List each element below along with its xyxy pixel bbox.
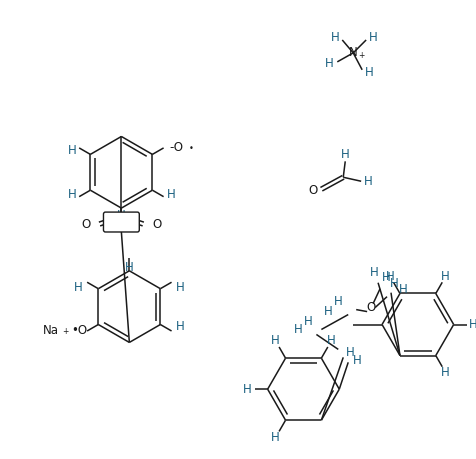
Text: H: H	[271, 335, 279, 347]
Text: H: H	[363, 175, 372, 188]
Text: H: H	[323, 305, 332, 318]
Text: H: H	[468, 318, 476, 331]
Text: H: H	[333, 295, 342, 308]
Text: H: H	[369, 266, 377, 279]
Text: H: H	[117, 208, 126, 222]
Text: O: O	[81, 218, 90, 230]
Text: H: H	[398, 283, 407, 296]
Text: H: H	[176, 319, 185, 332]
Text: -O: -O	[169, 141, 183, 154]
Text: H: H	[330, 32, 339, 45]
Text: H: H	[440, 366, 449, 379]
Text: H: H	[74, 281, 82, 294]
Text: H: H	[303, 315, 312, 328]
Text: •O: •O	[71, 325, 87, 337]
Text: H: H	[176, 281, 185, 294]
Text: H: H	[324, 57, 333, 70]
Text: •: •	[188, 144, 193, 153]
Text: H: H	[294, 323, 302, 336]
Text: H: H	[271, 431, 279, 444]
Text: H: H	[68, 144, 76, 157]
Text: H: H	[243, 383, 252, 396]
Text: H: H	[389, 277, 397, 290]
Text: H: H	[125, 261, 133, 274]
Text: H: H	[368, 32, 377, 45]
Text: Na: Na	[43, 325, 59, 337]
FancyBboxPatch shape	[103, 212, 139, 232]
Text: H: H	[352, 354, 361, 367]
Text: H: H	[340, 148, 349, 161]
Text: H: H	[364, 66, 373, 79]
Text: O: O	[152, 218, 161, 230]
Text: H: H	[381, 271, 389, 284]
Text: H: H	[326, 335, 335, 347]
Text: Abs: Abs	[111, 217, 131, 227]
Text: H: H	[68, 188, 76, 201]
Text: O: O	[308, 184, 317, 197]
Text: O: O	[366, 301, 375, 314]
Text: H: H	[440, 270, 449, 283]
Text: N: N	[348, 46, 357, 59]
Text: H: H	[385, 270, 394, 283]
Text: H: H	[345, 346, 354, 359]
Text: +: +	[357, 51, 364, 61]
Text: +: +	[62, 327, 69, 336]
Text: H: H	[166, 188, 175, 201]
